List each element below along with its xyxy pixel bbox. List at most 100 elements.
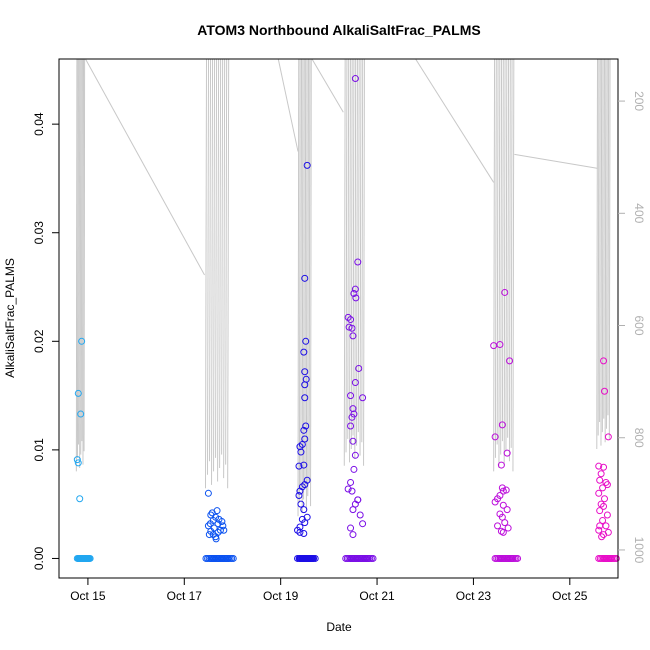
data-point xyxy=(598,533,606,541)
profile-spike xyxy=(223,59,226,479)
profile-spike xyxy=(305,59,308,510)
profile-line xyxy=(277,59,299,152)
data-point xyxy=(347,422,355,430)
data-point xyxy=(349,506,357,514)
data-point xyxy=(300,461,308,469)
data-point xyxy=(596,476,604,484)
data-point xyxy=(302,422,310,430)
data-point xyxy=(351,451,359,459)
data-point xyxy=(303,161,311,169)
profile-spike xyxy=(363,59,365,466)
profile-spike xyxy=(347,59,350,439)
profile-spike xyxy=(76,59,79,458)
profile-spike xyxy=(75,59,78,472)
data-point xyxy=(506,357,514,365)
data-point xyxy=(501,519,509,527)
data-point xyxy=(499,528,507,536)
data-point xyxy=(300,529,308,537)
data-point xyxy=(301,481,309,489)
profile-spike xyxy=(221,59,224,455)
profile-spike xyxy=(500,59,503,455)
profile-spike xyxy=(213,59,216,472)
data-point xyxy=(602,522,610,530)
data-point xyxy=(514,554,522,562)
chart-title: ATOM3 Northbound AlkaliSaltFrac_PALMS xyxy=(197,22,480,38)
profile-spike xyxy=(354,59,357,460)
profile-spike xyxy=(81,59,83,442)
data-point xyxy=(599,484,607,492)
profile-spike xyxy=(217,59,220,482)
data-point xyxy=(349,437,357,445)
profile-spike xyxy=(207,59,210,475)
data-point xyxy=(311,554,319,562)
profile-spike xyxy=(300,59,303,490)
profile-spike xyxy=(211,59,214,485)
data-point xyxy=(297,500,305,508)
profile-spike xyxy=(501,59,504,442)
data-point xyxy=(355,364,363,372)
profile-spike xyxy=(227,59,230,489)
axes: Oct 15 Oct 17 Oct 19 Oct 21 Oct 23 Oct 25 0.00… xyxy=(32,58,646,603)
data-point xyxy=(491,498,499,506)
data-point xyxy=(344,485,352,493)
profile-spike xyxy=(297,59,300,517)
data-point xyxy=(301,274,309,282)
data-point xyxy=(302,337,310,345)
data-point xyxy=(601,387,609,395)
profile-spike xyxy=(304,59,307,486)
profile-spike xyxy=(308,59,311,483)
data-point xyxy=(502,486,510,494)
profile-line xyxy=(85,59,205,276)
data-point xyxy=(503,449,511,457)
data-point xyxy=(612,554,620,562)
profile-spike xyxy=(343,59,346,466)
profile-spike xyxy=(298,59,301,503)
profile-spike xyxy=(596,59,598,449)
profile-spike xyxy=(361,59,364,443)
x-tick-label: Oct 21 xyxy=(359,589,395,603)
x-tick-label: Oct 17 xyxy=(167,589,203,603)
profile-spike xyxy=(498,59,501,469)
y2-tick-label: 1000 xyxy=(632,537,646,564)
data-point xyxy=(73,456,81,464)
data-point xyxy=(498,484,506,492)
profile-spike xyxy=(80,59,82,455)
profile-spike xyxy=(505,59,508,452)
profile-spike xyxy=(345,59,348,453)
x-tick-label: Oct 15 xyxy=(70,589,106,603)
profile-spike xyxy=(510,59,513,448)
data-point xyxy=(356,511,364,519)
data-point xyxy=(351,285,359,293)
data-point xyxy=(349,531,357,539)
data-point xyxy=(204,489,212,497)
data-point xyxy=(597,500,605,508)
profile-spike xyxy=(209,59,212,462)
data-point xyxy=(212,535,220,543)
profile-spike xyxy=(357,59,360,433)
data-point xyxy=(499,501,507,509)
y-tick-label: 0.01 xyxy=(32,438,46,462)
profile-spike xyxy=(599,59,601,423)
data-point xyxy=(301,368,309,376)
profile-spike xyxy=(215,59,218,458)
data-point xyxy=(491,433,499,441)
data-point xyxy=(300,506,308,514)
data-point xyxy=(369,554,377,562)
profile-spike xyxy=(225,59,228,465)
data-point xyxy=(86,554,94,562)
data-point xyxy=(498,421,506,429)
altitude-profile xyxy=(75,59,611,517)
data-point xyxy=(303,513,311,521)
data-point xyxy=(351,379,359,387)
data-point xyxy=(77,410,85,418)
data-point xyxy=(347,524,355,532)
data-point xyxy=(496,341,504,349)
data-point xyxy=(295,491,303,499)
data-point xyxy=(503,506,511,514)
profile-spike xyxy=(82,59,85,465)
y-tick-label: 0.02 xyxy=(32,329,46,353)
profile-spike xyxy=(352,59,355,436)
profile-spike xyxy=(507,59,510,438)
data-point xyxy=(301,394,309,402)
